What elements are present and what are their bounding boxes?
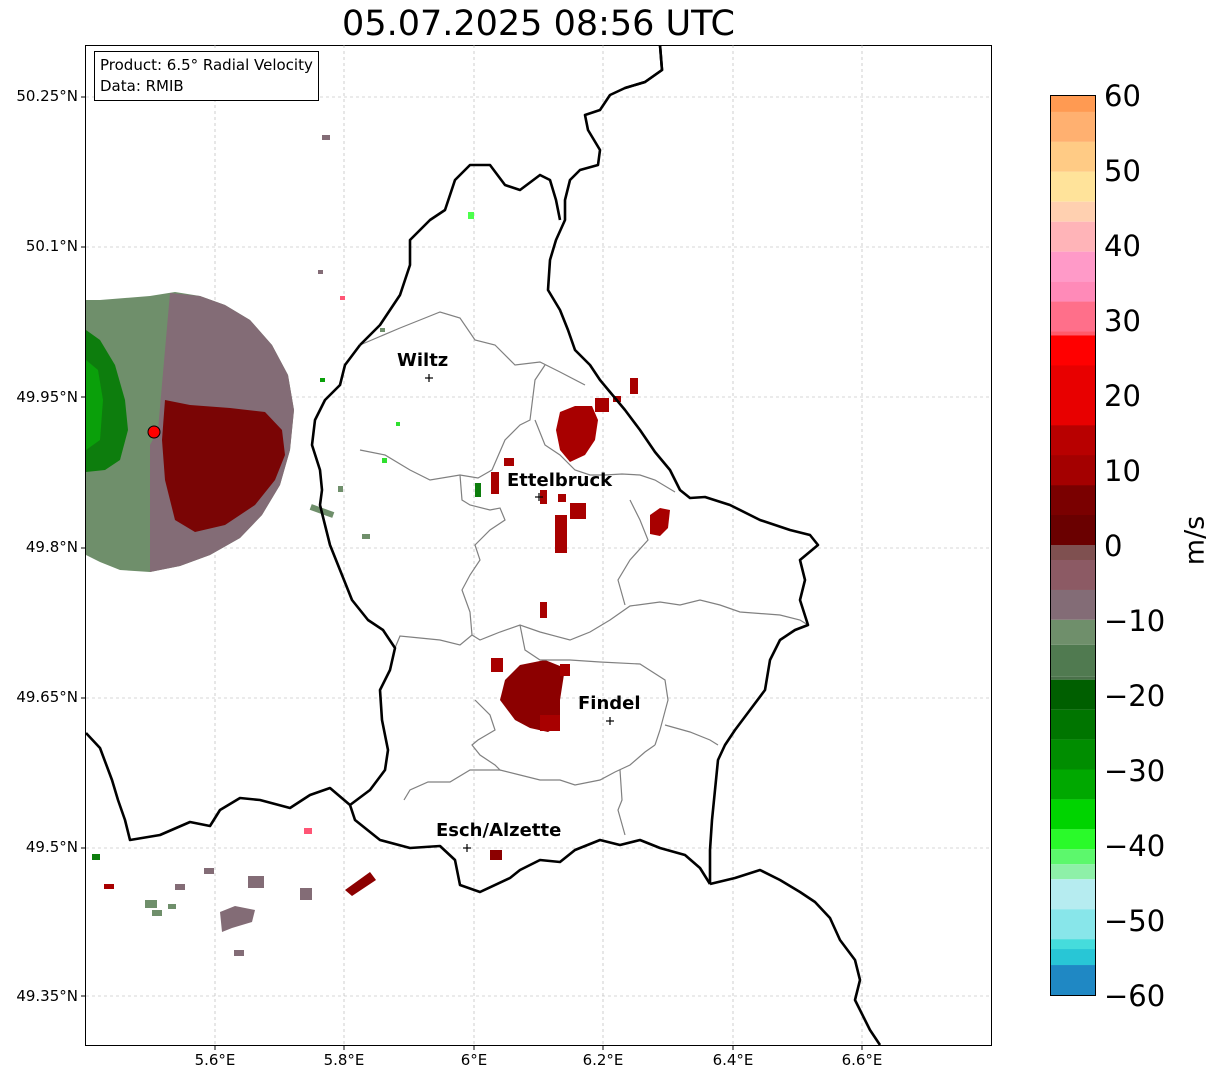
colorbar-tick-label: 0 xyxy=(1104,529,1123,563)
city-marker-esch-alzette xyxy=(463,844,471,852)
lat-tick-label: 49.5°N xyxy=(25,838,78,856)
colorbar-tick-label: −10 xyxy=(1104,604,1166,638)
lat-tick-label: 49.8°N xyxy=(25,538,78,556)
product-info-box: Product: 6.5° Radial Velocity Data: RMIB xyxy=(94,51,319,101)
city-marker-findel xyxy=(606,717,614,725)
city-markers xyxy=(425,374,614,852)
colorbar-tick-label: 30 xyxy=(1104,304,1141,338)
lon-tick-label: 5.6°E xyxy=(194,1051,236,1069)
colorbar-tick-label: 10 xyxy=(1104,454,1141,488)
lon-tick-label: 6°E xyxy=(460,1051,488,1069)
velocity-colorbar xyxy=(1050,95,1096,996)
city-marker-wiltz xyxy=(425,374,433,382)
canton-boundaries xyxy=(359,311,809,836)
colorbar-tick-label: 60 xyxy=(1104,79,1141,113)
colorbar-tick-label: 20 xyxy=(1104,379,1141,413)
lon-tick-label: 6.2°E xyxy=(582,1051,624,1069)
map-frame xyxy=(85,45,992,1046)
radar-echo-area xyxy=(86,292,294,572)
lon-tick-label: 5.8°E xyxy=(323,1051,365,1069)
lon-tick-label: 6.6°E xyxy=(841,1051,883,1069)
city-label-ettelbruck: Ettelbruck xyxy=(507,470,613,491)
colorbar-tick-label: 40 xyxy=(1104,229,1141,263)
city-marker-ettelbruck xyxy=(535,493,543,501)
country-borders xyxy=(86,45,882,1045)
city-label-wiltz: Wiltz xyxy=(397,350,449,371)
colorbar-tick-label: −40 xyxy=(1104,829,1166,863)
colorbar-tick-label: −30 xyxy=(1104,754,1166,788)
lon-tick-label: 6.4°E xyxy=(712,1051,754,1069)
axis-ticks xyxy=(81,96,863,1050)
city-label-findel: Findel xyxy=(578,693,641,714)
lat-tick-label: 49.35°N xyxy=(16,987,78,1005)
radar-echo-cells xyxy=(92,135,670,956)
lat-tick-label: 50.1°N xyxy=(25,237,78,255)
lat-tick-label: 50.25°N xyxy=(16,87,78,105)
colorbar-unit-label: m/s xyxy=(1179,515,1207,566)
radar-site-marker xyxy=(147,425,161,439)
data-source-label: Data: RMIB xyxy=(100,77,184,95)
colorbar-tick-label: −50 xyxy=(1104,904,1166,938)
lat-tick-label: 49.65°N xyxy=(16,688,78,706)
colorbar-tick-label: 50 xyxy=(1104,154,1141,188)
colorbar-tick-label: −60 xyxy=(1104,979,1166,1013)
city-label-esch-alzette: Esch/Alzette xyxy=(436,820,562,841)
product-label: Product: 6.5° Radial Velocity xyxy=(100,56,313,74)
lat-tick-label: 49.95°N xyxy=(16,388,78,406)
map-title: 05.07.2025 08:56 UTC xyxy=(342,4,735,44)
colorbar-tick-label: −20 xyxy=(1104,679,1166,713)
